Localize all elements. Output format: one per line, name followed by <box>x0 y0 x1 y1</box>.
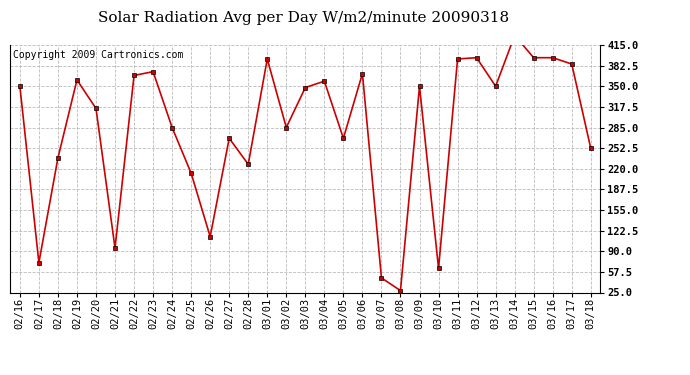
Text: Copyright 2009 Cartronics.com: Copyright 2009 Cartronics.com <box>13 50 184 60</box>
Text: Solar Radiation Avg per Day W/m2/minute 20090318: Solar Radiation Avg per Day W/m2/minute … <box>98 11 509 25</box>
